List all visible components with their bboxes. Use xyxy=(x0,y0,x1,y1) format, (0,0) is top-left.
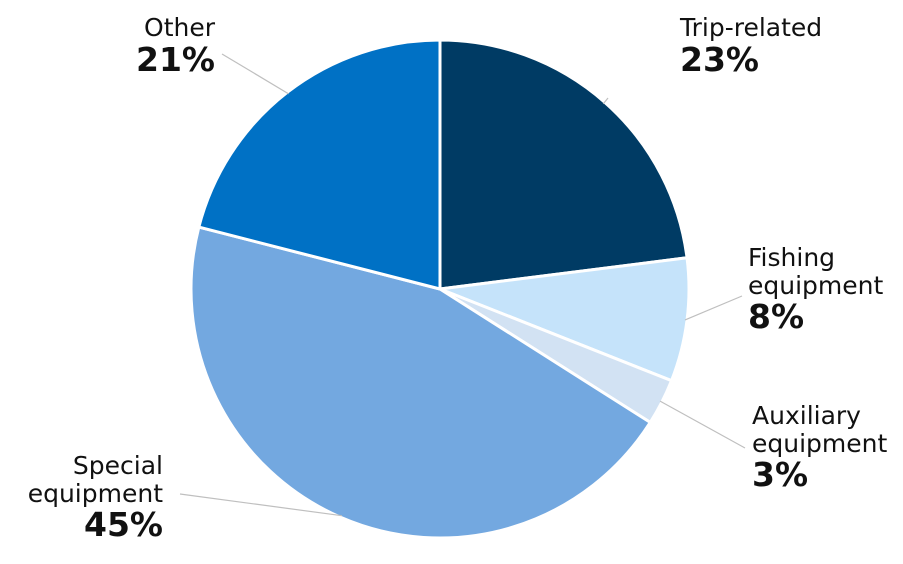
slice-name-line2: equipment xyxy=(752,428,888,458)
slice-percent: 8% xyxy=(748,297,805,336)
pie-slice-special-equipment xyxy=(189,225,652,540)
slice-name: Trip-related xyxy=(680,13,823,42)
slice-name: Special xyxy=(72,451,163,480)
slice-label-auxiliary-equipment: Auxiliary equipment 3% xyxy=(752,402,887,493)
leader-line xyxy=(221,53,289,95)
leader-line xyxy=(602,97,609,105)
slice-name: Auxiliary xyxy=(752,401,861,430)
slice-name-line2: equipment xyxy=(27,478,163,508)
pie-slice-trip-related xyxy=(438,38,689,291)
slice-name-line2: equipment xyxy=(748,270,884,300)
pie-slice-other xyxy=(197,38,442,291)
slice-label-fishing-equipment: Fishing equipment 8% xyxy=(748,244,883,335)
slice-label-trip-related: Trip-related 23% xyxy=(680,14,822,78)
slice-name: Fishing xyxy=(748,243,836,272)
pie-slice-fishing-equipment xyxy=(438,256,691,383)
slice-percent: 23% xyxy=(680,39,759,79)
slice-label-other: Other 21% xyxy=(136,14,215,78)
slice-percent: 3% xyxy=(752,455,809,494)
leader-line xyxy=(684,295,743,321)
slice-percent: 45% xyxy=(84,505,163,544)
leader-line xyxy=(179,493,342,517)
slice-name: Other xyxy=(144,13,215,42)
slice-percent: 21% xyxy=(136,39,215,79)
leader-line xyxy=(659,400,746,449)
slice-label-special-equipment: Special equipment 45% xyxy=(28,452,163,543)
